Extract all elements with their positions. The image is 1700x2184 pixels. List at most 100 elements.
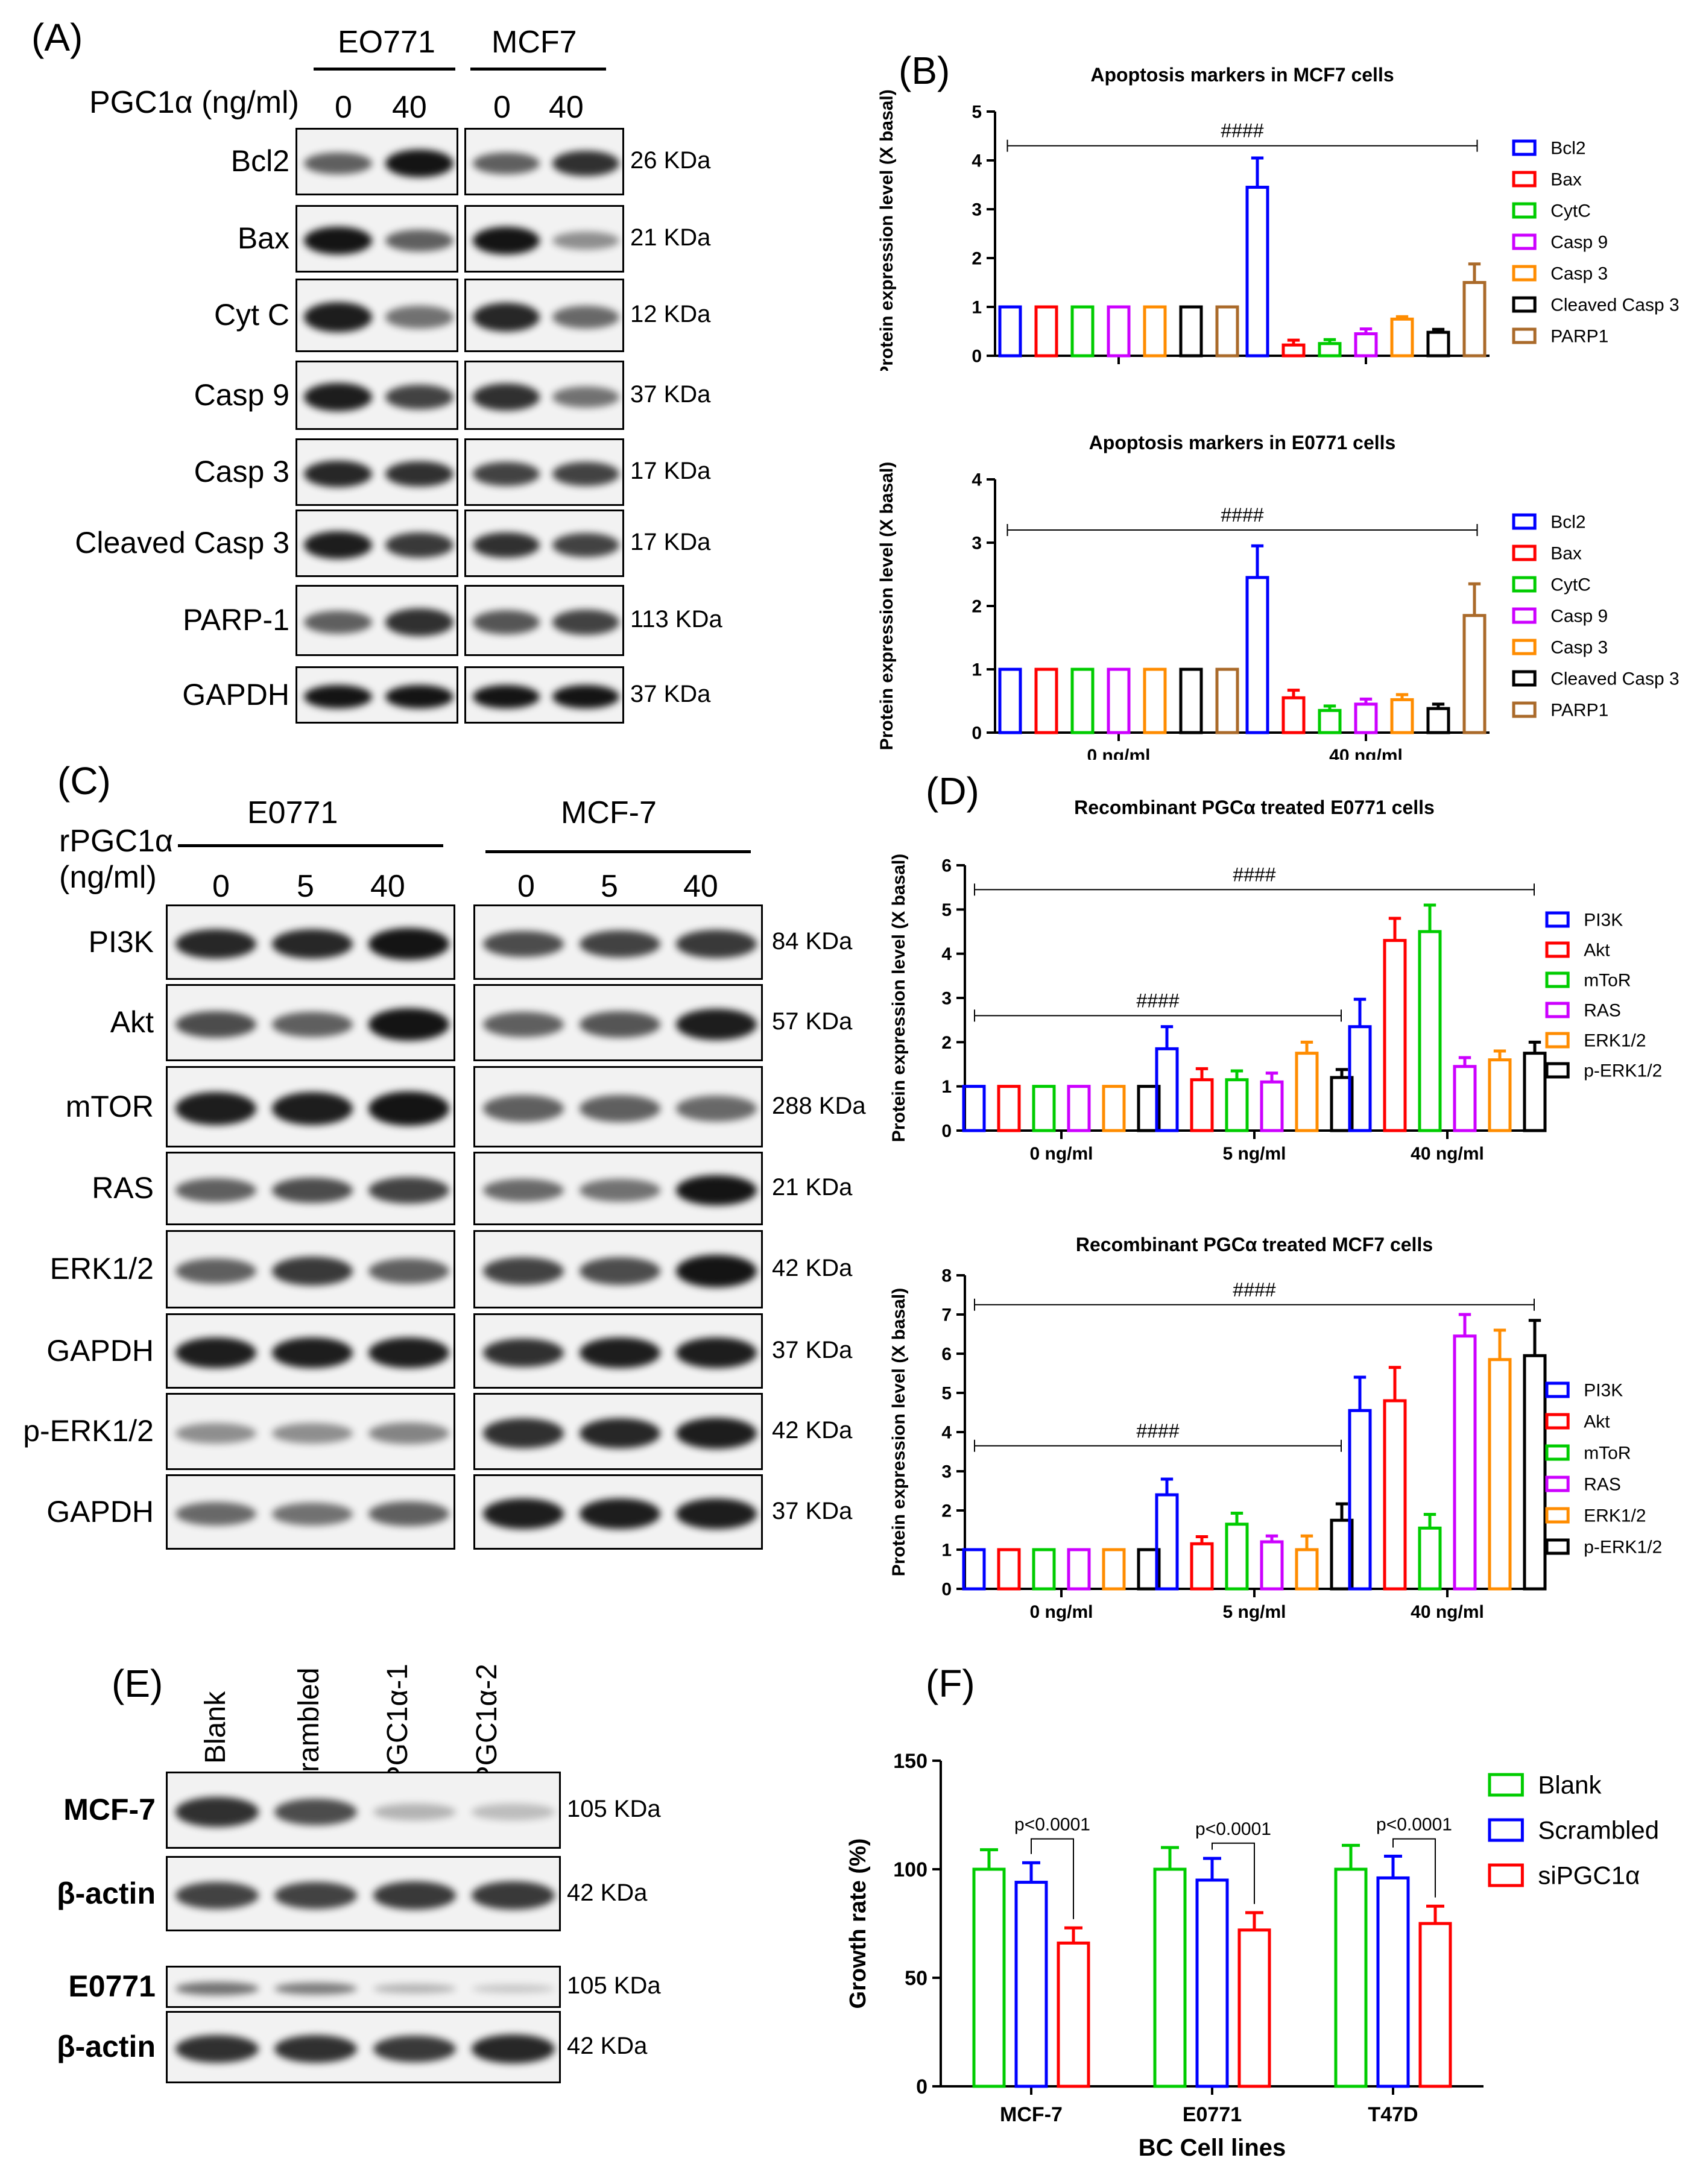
protein-band <box>482 1178 564 1202</box>
significance-label: p<0.0001 <box>1014 1815 1090 1835</box>
protein-band <box>368 1337 450 1368</box>
blot-strip <box>166 1230 455 1308</box>
molecular-weight-label: 12 KDa <box>630 301 711 327</box>
bar <box>1462 281 1487 358</box>
bar <box>1067 1085 1091 1132</box>
protein-band <box>472 532 540 558</box>
y-tick-label: 1 <box>941 1077 952 1097</box>
bar <box>1418 930 1442 1132</box>
panel-label-f: (F) <box>926 1662 975 1705</box>
protein-band <box>385 384 454 410</box>
protein-band <box>271 1177 353 1204</box>
bar <box>998 305 1022 358</box>
legend-label: Casp 9 <box>1550 233 1608 253</box>
bar <box>1488 1058 1512 1132</box>
blot-strip <box>295 666 458 724</box>
y-axis-label: Protein expression level (X basal) <box>877 462 897 751</box>
protein-band <box>482 1338 564 1368</box>
legend-label: Casp 3 <box>1550 638 1608 658</box>
dose-label: 40 <box>392 90 427 125</box>
molecular-weight-label: 21 KDa <box>772 1174 853 1201</box>
legend-swatch <box>1545 971 1570 988</box>
legend-swatch <box>1512 670 1537 687</box>
y-tick-label: 100 <box>893 1858 927 1881</box>
molecular-weight-label: 42 KDa <box>567 1879 648 1906</box>
protein-band <box>385 229 454 252</box>
bar <box>1354 332 1378 358</box>
blot-strip <box>464 666 624 724</box>
x-tick-label: T47D <box>1368 2103 1418 2126</box>
bar <box>1034 305 1058 358</box>
cell-line-label-e0771: E0771 <box>247 795 338 830</box>
chart-rpgc-e0771: Recombinant PGCα treated E0771 cells 0 1 2 3… <box>889 797 1662 1164</box>
protein-band <box>579 1418 661 1449</box>
protein-band <box>368 1501 450 1526</box>
bar <box>1295 1052 1319 1132</box>
protein-band <box>675 1096 757 1122</box>
blot-strip <box>464 438 624 506</box>
protein-band <box>579 1179 661 1202</box>
protein-band <box>271 929 353 959</box>
x-tick-label: 5 ng/ml <box>1222 1144 1286 1164</box>
y-tick-label: 3 <box>972 534 982 554</box>
bar <box>1067 1548 1091 1591</box>
blot-row-label: GAPDH <box>46 1494 154 1529</box>
blot-row-label: GAPDH <box>182 677 289 712</box>
protein-band <box>579 1498 661 1529</box>
protein-band <box>368 1091 450 1126</box>
molecular-weight-label: 37 KDa <box>630 680 711 707</box>
legend-swatch <box>1512 639 1537 655</box>
protein-band <box>552 305 620 329</box>
chart-title: Recombinant PGCα treated MCF7 cells <box>1076 1234 1433 1255</box>
legend-label: siPGC1α <box>1538 1861 1640 1890</box>
protein-band <box>175 1501 257 1526</box>
protein-band <box>373 1881 457 1910</box>
protein-band <box>303 460 373 488</box>
significance-label: #### <box>1136 1420 1179 1442</box>
y-tick-label: 2 <box>941 1501 952 1521</box>
dose-label: 40 <box>683 869 718 904</box>
protein-band <box>175 1797 259 1827</box>
legend-label: Bax <box>1550 544 1582 564</box>
cell-line-label-mcf7: MCF7 <box>491 25 577 60</box>
protein-band <box>373 1984 457 1993</box>
y-tick-label: 4 <box>972 470 982 490</box>
blot-strip <box>473 1313 763 1389</box>
significance-bracket <box>1031 1838 1074 1919</box>
legend-label: Bcl2 <box>1550 139 1585 159</box>
protein-band <box>175 1422 257 1444</box>
blot-strip <box>295 438 458 506</box>
legend-label: CytC <box>1550 575 1591 595</box>
legend-swatch <box>1512 544 1537 561</box>
legend-swatch <box>1545 1381 1570 1398</box>
y-tick-label: 3 <box>941 989 952 1009</box>
molecular-weight-label: 17 KDa <box>630 529 711 555</box>
bar <box>1034 668 1058 734</box>
y-tick-label: 5 <box>972 103 982 122</box>
dose-label: 0 <box>335 90 352 125</box>
y-tick-label: 6 <box>941 1345 952 1365</box>
bar <box>1107 305 1131 358</box>
y-tick-label: 2 <box>972 249 982 269</box>
legend-swatch <box>1512 171 1537 188</box>
cell-line-underline <box>470 68 606 71</box>
legend-label: PI3K <box>1584 1381 1623 1401</box>
protein-band <box>368 1176 450 1204</box>
blot-strip <box>295 205 458 273</box>
x-tick-label: 0 ng/ml <box>1029 1602 1093 1622</box>
y-tick-label: 4 <box>941 1423 952 1443</box>
protein-band <box>675 1175 757 1206</box>
blot-strip <box>473 1230 763 1308</box>
x-tick-label: 40 ng/ml <box>1329 369 1403 371</box>
bar <box>1102 1548 1126 1591</box>
blot-row-label: Bax <box>237 221 289 255</box>
bar <box>1383 939 1407 1132</box>
blot-strip <box>166 1474 455 1550</box>
blot-strip <box>473 904 763 980</box>
significance-label: #### <box>1233 1279 1275 1301</box>
legend-swatch <box>1512 265 1537 282</box>
blot-strip <box>295 128 458 195</box>
bar <box>1143 305 1167 358</box>
significance-label: p<0.0001 <box>1195 1819 1271 1839</box>
molecular-weight-label: 57 KDa <box>772 1008 853 1035</box>
